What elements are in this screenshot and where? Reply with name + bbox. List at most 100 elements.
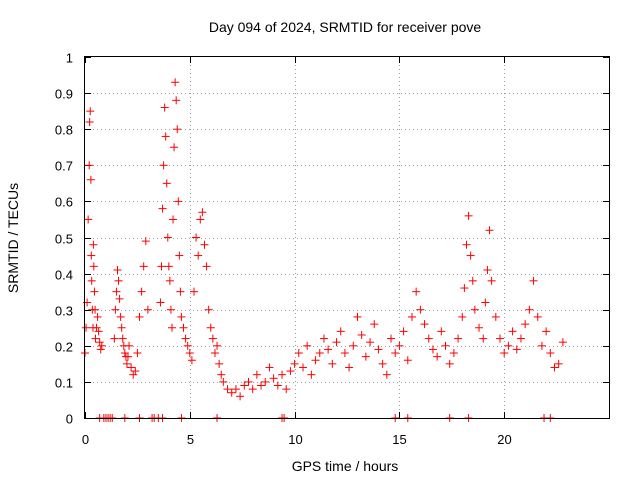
data-point	[175, 251, 184, 260]
data-point	[261, 377, 270, 386]
data-point	[332, 338, 341, 347]
data-point	[160, 103, 169, 112]
data-point	[163, 233, 172, 242]
data-point	[162, 179, 171, 188]
axis-ticks	[85, 57, 609, 419]
data-point	[265, 363, 274, 372]
data-point	[166, 305, 175, 314]
data-point	[387, 334, 396, 343]
data-point	[200, 240, 209, 249]
data-point	[521, 320, 530, 329]
data-point	[257, 381, 266, 390]
data-point	[111, 305, 120, 314]
data-point	[171, 78, 180, 87]
data-point	[114, 276, 123, 285]
y-tick-label: 1	[66, 51, 73, 66]
data-point	[468, 276, 477, 285]
data-point	[89, 240, 98, 249]
y-tick-label: 0.7	[55, 159, 73, 174]
data-point	[192, 233, 201, 242]
data-point	[217, 370, 226, 379]
data-point	[194, 251, 203, 260]
data-point	[537, 341, 546, 350]
x-tick-label: 15	[392, 432, 406, 447]
data-point	[525, 305, 534, 314]
data-point	[361, 352, 370, 361]
data-point	[298, 363, 307, 372]
x-tick-label: 0	[82, 432, 89, 447]
data-point	[87, 276, 96, 285]
data-point	[407, 312, 416, 321]
data-point	[223, 385, 232, 394]
data-point	[227, 388, 236, 397]
data-point	[481, 298, 490, 307]
data-point	[84, 215, 93, 224]
data-point	[248, 385, 257, 394]
data-point	[491, 312, 500, 321]
data-point	[198, 208, 207, 217]
plot-frame	[84, 56, 610, 419]
data-point	[137, 287, 146, 296]
data-point	[542, 327, 551, 336]
data-point	[554, 359, 563, 368]
data-point	[357, 330, 366, 339]
y-tick-label: 0.2	[55, 340, 73, 355]
x-tick-label: 20	[497, 432, 511, 447]
data-point	[458, 312, 467, 321]
data-point	[433, 352, 442, 361]
data-point	[428, 345, 437, 354]
data-point	[174, 197, 183, 206]
data-point	[131, 367, 140, 376]
data-point	[116, 312, 125, 321]
data-point	[286, 367, 295, 376]
data-point	[290, 359, 299, 368]
y-tick-labels: 0 0.1 0.2 0.3 0.4 0.5 0.6 0.7 0.8 0.9 1	[55, 51, 73, 427]
data-point	[470, 305, 479, 314]
data-point	[269, 374, 278, 383]
data-point	[158, 204, 167, 213]
data-point	[294, 349, 303, 358]
data-point	[240, 381, 249, 390]
chart-title: Day 094 of 2024, SRMTID for receiver pov…	[209, 19, 482, 35]
data-point	[475, 323, 484, 332]
data-point	[96, 345, 105, 354]
data-point	[382, 370, 391, 379]
data-point	[324, 345, 333, 354]
data-point	[91, 334, 100, 343]
data-point	[340, 349, 349, 358]
data-point	[353, 312, 362, 321]
y-tick-label: 0.8	[55, 123, 73, 138]
data-point	[97, 341, 106, 350]
data-point	[173, 125, 182, 134]
y-tick-label: 0.9	[55, 87, 73, 102]
data-point	[86, 175, 95, 184]
x-tick-label: 5	[187, 432, 194, 447]
data-point	[94, 327, 103, 336]
data-point	[449, 349, 458, 358]
data-point	[165, 276, 174, 285]
data-point	[157, 262, 166, 271]
data-point	[546, 349, 555, 358]
data-point	[244, 377, 253, 386]
data-point	[231, 385, 240, 394]
x-tick-labels: 0 5 10 15 20	[82, 432, 512, 447]
data-point	[129, 370, 138, 379]
data-point	[403, 356, 412, 365]
data-point	[115, 294, 124, 303]
data-point	[466, 251, 475, 260]
data-point	[370, 320, 379, 329]
data-point	[127, 363, 136, 372]
data-point	[92, 323, 101, 332]
data-point	[139, 262, 148, 271]
data-point	[464, 211, 473, 220]
data-point	[516, 334, 525, 343]
data-point	[141, 237, 150, 246]
data-point	[187, 356, 196, 365]
data-point	[179, 323, 188, 332]
data-point	[169, 215, 178, 224]
data-point	[85, 117, 94, 126]
data-point	[213, 341, 222, 350]
data-point	[202, 262, 211, 271]
data-point	[219, 377, 228, 386]
